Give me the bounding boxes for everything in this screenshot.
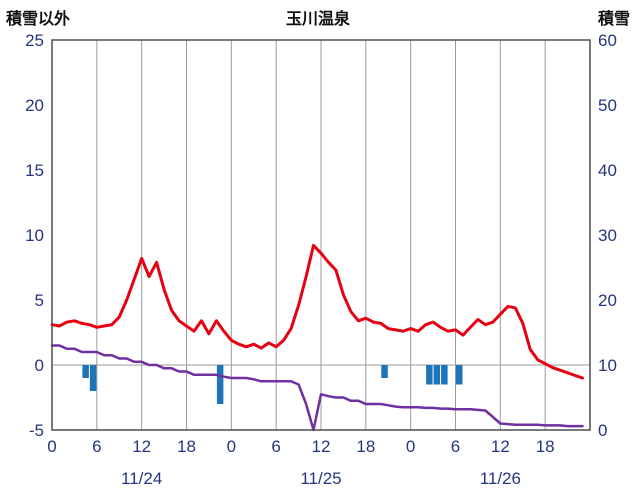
precipitation-bar xyxy=(456,365,463,385)
temperature-line xyxy=(50,243,584,380)
x-tick-label: 18 xyxy=(536,437,555,456)
x-tick-label: 12 xyxy=(312,437,331,456)
precipitation-bar xyxy=(441,365,448,385)
y-right-tick-label: 40 xyxy=(598,161,617,180)
y-right-tick-label: 0 xyxy=(598,421,607,440)
date-label: 11/24 xyxy=(121,469,162,488)
date-label: 11/26 xyxy=(480,469,521,488)
y-left-tick-label: 20 xyxy=(25,96,44,115)
y-left-tick-label: 0 xyxy=(35,356,44,375)
x-tick-label: 12 xyxy=(491,437,510,456)
precipitation-bar xyxy=(426,365,433,385)
x-tick-label: 12 xyxy=(132,437,151,456)
date-label: 11/25 xyxy=(300,469,341,488)
precipitation-bar xyxy=(89,365,97,391)
left-axis-title: 積雪以外 xyxy=(6,11,71,28)
y-left-tick-label: 15 xyxy=(25,161,44,180)
x-tick-label: 0 xyxy=(47,437,56,456)
x-tick-label: 0 xyxy=(406,437,415,456)
y-left-tick-label: 5 xyxy=(35,291,44,310)
chart-title: 玉川温泉 xyxy=(285,11,350,28)
y-right-tick-label: 50 xyxy=(598,96,617,115)
right-axis-title: 積雪 xyxy=(597,11,630,28)
x-tick-label: 6 xyxy=(271,437,280,456)
y-right-tick-label: 60 xyxy=(598,31,617,50)
x-tick-label: 0 xyxy=(227,437,236,456)
y-left-tick-label: -5 xyxy=(29,421,44,440)
x-tick-label: 6 xyxy=(451,437,460,456)
snow-depth-line xyxy=(50,344,584,432)
x-tick-label: 18 xyxy=(356,437,375,456)
y-right-tick-label: 30 xyxy=(598,226,617,245)
precipitation-bar xyxy=(82,365,89,378)
x-tick-label: 6 xyxy=(92,437,101,456)
x-tick-label: 18 xyxy=(177,437,196,456)
y-left-tick-label: 25 xyxy=(25,31,44,50)
y-right-tick-label: 20 xyxy=(598,291,617,310)
y-left-tick-label: 10 xyxy=(25,226,44,245)
precipitation-bar xyxy=(433,365,441,385)
precipitation-bar xyxy=(381,365,388,378)
precipitation-bar xyxy=(216,365,224,404)
y-right-tick-label: 10 xyxy=(598,356,617,375)
plot-border xyxy=(51,39,591,431)
